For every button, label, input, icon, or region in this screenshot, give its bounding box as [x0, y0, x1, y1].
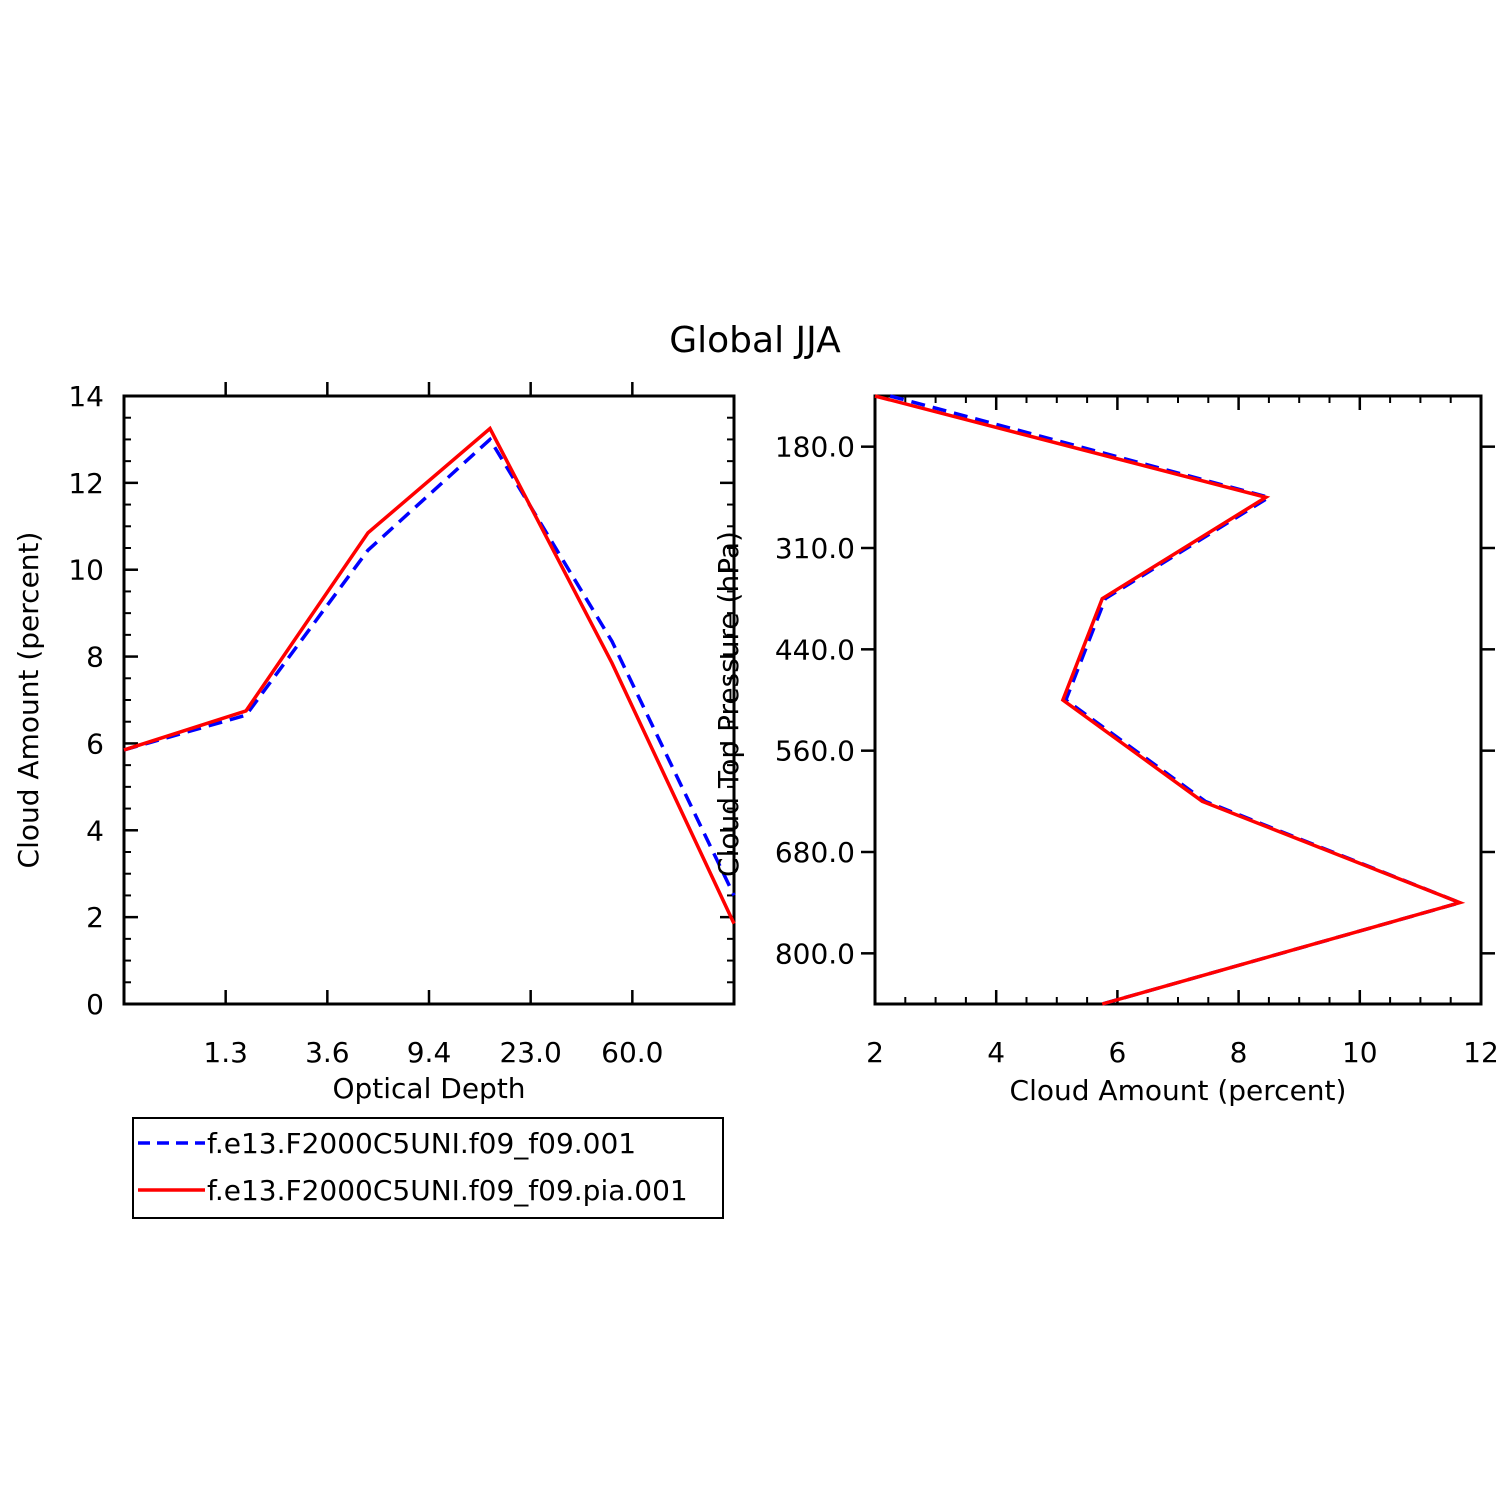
series-line-dashed [889, 394, 1466, 1006]
y-tick-label: 560.0 [775, 735, 855, 768]
x-tick-label: 12 [1463, 1036, 1499, 1069]
y-tick-label: 6 [86, 727, 104, 760]
x-axis-label: Optical Depth [332, 1072, 525, 1105]
x-tick-label: 23.0 [499, 1036, 561, 1069]
y-tick-label: 800.0 [775, 937, 855, 970]
x-tick-label: 3.6 [305, 1036, 350, 1069]
left-plot-frame [122, 394, 736, 1006]
y-tick-label: 10 [68, 554, 104, 587]
y-tick-label: 180.0 [775, 431, 855, 464]
figure-title: Global JJA [669, 320, 841, 361]
series-line-dashed [123, 436, 736, 897]
y-tick-label: 680.0 [775, 836, 855, 869]
right-plot-frame [873, 394, 1483, 1006]
right-chart: 2 4 6 8 10 12 180.0 310.0 440.0 560.0 680.0 800.0 Cl… [712, 394, 1499, 1107]
x-tick-label: 8 [1230, 1036, 1248, 1069]
y-axis-label: Cloud Amount (percent) [12, 532, 45, 869]
y-tick-label: 310.0 [775, 532, 855, 565]
left-chart: 0 2 4 6 8 10 12 14 1.3 3.6 9.4 23.0 60.0 Optical Dept… [12, 380, 736, 1105]
y-axis-label: Cloud Top Pressure (hPa) [712, 531, 745, 877]
x-tick-label: 60.0 [601, 1036, 663, 1069]
series-line-solid [874, 394, 1466, 1006]
y-tick-label: 0 [86, 988, 104, 1021]
x-tick-label: 10 [1342, 1036, 1378, 1069]
legend-label: f.e13.F2000C5UNI.f09_f09.pia.001 [207, 1174, 688, 1207]
x-tick-label: 4 [987, 1036, 1005, 1069]
x-tick-label: 2 [866, 1036, 884, 1069]
y-tick-label: 4 [86, 814, 104, 847]
legend-box [132, 1117, 724, 1219]
y-tick-label: 2 [86, 901, 104, 934]
y-tick-label: 440.0 [775, 633, 855, 666]
x-tick-label: 1.3 [203, 1036, 248, 1069]
y-tick-label: 8 [86, 641, 104, 674]
y-tick-label: 12 [68, 467, 104, 500]
x-tick-label: 9.4 [407, 1036, 452, 1069]
x-tick-label: 6 [1108, 1036, 1126, 1069]
x-axis-label: Cloud Amount (percent) [1010, 1074, 1347, 1107]
legend: f.e13.F2000C5UNI.f09_f09.001 f.e13.F2000C… [132, 1117, 724, 1219]
y-tick-label: 14 [68, 380, 104, 413]
series-line-solid [123, 425, 736, 925]
legend-label: f.e13.F2000C5UNI.f09_f09.001 [207, 1127, 636, 1160]
